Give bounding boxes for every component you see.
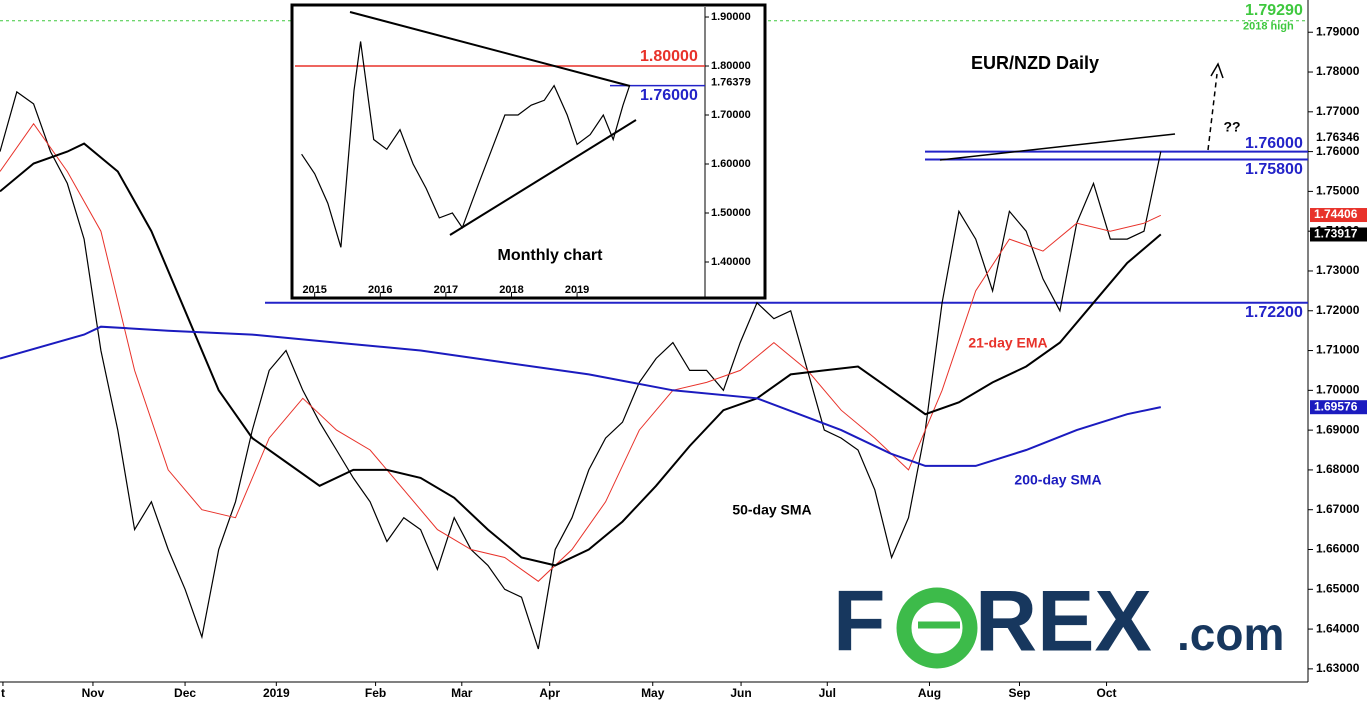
level-label: 1.76000 (1245, 135, 1303, 152)
trend-line (449, 119, 637, 236)
x-tick-label: Mar (451, 686, 473, 700)
x-tick-label: Aug (918, 686, 941, 700)
x-tick-label: Apr (539, 686, 560, 700)
y-tick-label: 1.80000 (711, 60, 751, 72)
x-tick-label: Nov (82, 686, 105, 700)
arrow-head (1210, 62, 1224, 79)
logo-suffix: .com (1177, 608, 1284, 660)
x-tick-label: 2018 (499, 284, 523, 296)
series-line (301, 41, 631, 248)
x-tick-label: Feb (365, 686, 386, 700)
y-tick-label: 1.90000 (711, 11, 751, 23)
x-tick-label: 2019 (263, 686, 290, 700)
annotation: ?? (1223, 119, 1240, 135)
series-line (0, 325, 1162, 467)
series-line (0, 90, 1162, 650)
y-tick-label: 1.67000 (1316, 502, 1360, 516)
marker-label: 1.76379 (711, 77, 751, 89)
x-tick-label: 2017 (434, 284, 458, 296)
y-tick-label: 1.63000 (1316, 661, 1360, 675)
x-tick-label: t (1, 686, 5, 700)
marker-box (1310, 208, 1367, 223)
marker-label: 1.76346 (1316, 130, 1360, 144)
level-label: 1.79290 (1245, 2, 1303, 19)
y-tick-label: 1.75000 (1316, 184, 1360, 198)
inset-chart: 1.40000 1.50000 1.60000 1.70000 1.80000 1.900… (295, 7, 751, 297)
y-tick-label: 1.40000 (711, 256, 751, 268)
marker-box (1310, 400, 1367, 415)
marker-box (1310, 227, 1367, 242)
x-tick-label: Dec (174, 686, 196, 700)
y-tick-label: 1.76000 (1316, 144, 1360, 158)
x-tick-label: 2019 (565, 284, 589, 296)
logo-icon (896, 587, 978, 669)
logo-text: REX (975, 574, 1152, 670)
marker-label: 1.73917 (1314, 227, 1358, 241)
y-tick-label: 1.70000 (711, 109, 751, 121)
trend-line (349, 11, 631, 87)
logo-text: F (833, 574, 886, 670)
level-label: 1.75800 (1245, 161, 1303, 178)
x-tick-label: Jun (730, 686, 751, 700)
x-tick-label: May (641, 686, 665, 700)
inset-title: Monthly chart (498, 247, 604, 264)
y-tick-label: 1.78000 (1316, 64, 1360, 78)
marker-label: 1.74406 (1314, 207, 1358, 221)
inset-frame (290, 3, 767, 300)
x-tick-label: Oct (1097, 686, 1117, 700)
series-label: 200-day SMA (1014, 472, 1101, 488)
y-tick-label: 1.50000 (711, 207, 751, 219)
series-line (0, 122, 1162, 582)
series-line (0, 142, 1162, 567)
y-tick-label: 1.65000 (1316, 581, 1360, 595)
trend-line (939, 133, 1176, 161)
y-tick-label: 1.69000 (1316, 422, 1360, 436)
level-label: 1.80000 (640, 48, 698, 65)
y-tick-label: 1.68000 (1316, 462, 1360, 476)
series-label: 50-day SMA (732, 502, 811, 518)
level-label: 1.72200 (1245, 304, 1303, 321)
level-note: 2018 high (1243, 21, 1294, 33)
y-tick-label: 1.73000 (1316, 263, 1360, 277)
level-label: 1.76000 (640, 87, 698, 104)
y-tick-label: 1.79000 (1316, 24, 1360, 38)
y-tick-label: 1.70000 (1316, 383, 1360, 397)
y-tick-label: 1.60000 (711, 158, 751, 170)
y-tick-label: 1.71000 (1316, 343, 1360, 357)
y-tick-label: 1.77000 (1316, 104, 1360, 118)
x-tick-label: Sep (1008, 686, 1030, 700)
x-tick-label: 2015 (302, 284, 326, 296)
chart-title: EUR/NZD Daily (971, 53, 1099, 73)
y-tick-label: 1.72000 (1316, 303, 1360, 317)
marker-label: 1.69576 (1314, 399, 1358, 413)
series-label: 21-day EMA (968, 335, 1047, 351)
y-tick-label: 1.66000 (1316, 542, 1360, 556)
arrow (1207, 73, 1218, 151)
x-tick-label: Jul (819, 686, 836, 700)
y-tick-label: 1.64000 (1316, 621, 1360, 635)
inset-plot: 1.40000 1.50000 1.60000 1.70000 1.80000 1.900… (295, 7, 751, 297)
logo: F REX .com (833, 574, 1284, 670)
x-tick-label: 2016 (368, 284, 392, 296)
